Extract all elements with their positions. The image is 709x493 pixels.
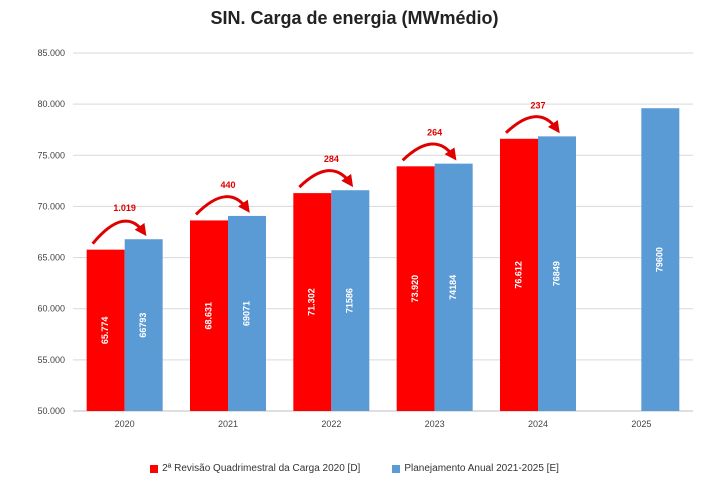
bar-series-1 [86,249,125,411]
data-label-series-2: 66793 [138,313,148,338]
bar-series-2 [124,239,163,411]
y-tick-label: 70.000 [37,201,65,211]
data-label-series-2: 76849 [551,261,561,286]
y-tick-label: 50.000 [37,406,65,416]
legend-label-series-1: 2ª Revisão Quadrimestral da Carga 2020 [… [162,463,361,474]
data-label-series-1: 65.774 [100,317,110,345]
difference-label: 440 [220,180,235,190]
legend-item-series-1: 2ª Revisão Quadrimestral da Carga 2020 [… [150,463,360,474]
data-label-series-1: 73.920 [410,275,420,303]
difference-arrow [91,219,147,245]
data-label-series-1: 76.612 [513,261,523,289]
bar-series-2 [434,163,473,411]
y-tick-label: 65.000 [37,253,65,263]
difference-label: 237 [530,100,545,110]
bar-series-2 [641,108,680,411]
data-label-series-2: 69071 [241,301,251,326]
bar-series-2 [538,136,576,411]
data-label-series-2: 74184 [448,275,458,300]
x-tick-label: 2025 [631,419,651,429]
y-tick-label: 85.000 [37,48,65,58]
legend-swatch-red [150,464,159,473]
y-tick-label: 75.000 [37,150,65,160]
bar-series-2 [331,190,370,411]
difference-arrow [401,142,457,162]
data-label-series-2: 79600 [655,247,665,272]
x-tick-label: 2022 [321,419,341,429]
legend-label-series-2: Planejamento Anual 2021-2025 [E] [404,463,559,474]
bar-series-1 [190,220,228,411]
difference-label: 264 [427,128,442,138]
x-tick-label: 2023 [425,419,445,429]
difference-arrow [504,115,560,134]
data-label-series-2: 71586 [345,288,355,313]
bar-series-1 [293,193,332,411]
bar-series-1 [500,138,538,412]
y-tick-label: 80.000 [37,99,65,109]
x-tick-label: 2020 [115,419,135,429]
legend-swatch-blue [392,464,401,473]
y-tick-label: 60.000 [37,304,65,314]
y-tick-label: 55.000 [37,355,65,365]
legend: 2ª Revisão Quadrimestral da Carga 2020 [… [0,463,709,474]
data-label-series-1: 71.302 [307,288,317,316]
x-tick-label: 2021 [218,419,238,429]
bar-series-1 [396,166,435,411]
data-label-series-1: 68.631 [203,302,213,330]
difference-arrow [298,169,354,189]
difference-arrow [194,195,250,216]
chart-title: SIN. Carga de energia (MWmédio) [210,8,499,28]
legend-item-series-2: Planejamento Anual 2021-2025 [E] [392,463,559,474]
difference-label: 284 [324,154,339,164]
x-tick-label: 2024 [528,419,548,429]
difference-label: 1.019 [113,203,136,213]
bar-series-2 [228,215,266,411]
